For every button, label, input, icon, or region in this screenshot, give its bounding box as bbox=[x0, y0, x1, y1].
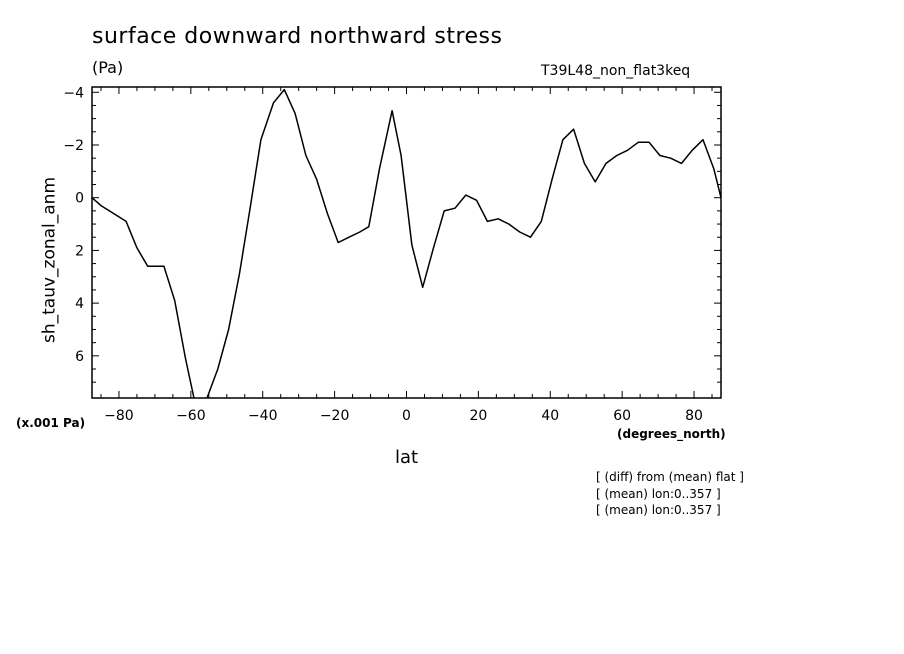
y-tick-label: −4 bbox=[63, 85, 84, 101]
x-axis-units: (degrees_north) bbox=[617, 427, 726, 441]
y-tick-label: −2 bbox=[63, 138, 84, 154]
chart-title: surface downward northward stress bbox=[92, 24, 503, 49]
x-tick-label: 80 bbox=[685, 408, 703, 424]
x-tick-label: −80 bbox=[104, 408, 134, 424]
x-tick-label: 0 bbox=[402, 408, 411, 424]
note-diff: [ (diff) from (mean) flat ] bbox=[596, 470, 744, 484]
x-tick-label: 60 bbox=[613, 408, 631, 424]
x-tick-label: −20 bbox=[320, 408, 350, 424]
x-axis-label: lat bbox=[395, 447, 419, 468]
title-units: (Pa) bbox=[92, 58, 124, 77]
x-tick-label: −40 bbox=[248, 408, 278, 424]
run-name: T39L48_non_flat3keq bbox=[541, 63, 691, 79]
x-tick-label: −60 bbox=[176, 408, 206, 424]
y-tick-label: 2 bbox=[75, 243, 84, 259]
series-line-0 bbox=[92, 88, 721, 398]
x-tick-label: 40 bbox=[541, 408, 559, 424]
note-mean-lon-1: [ (mean) lon:0..357 ] bbox=[596, 487, 721, 501]
plot-frame bbox=[91, 86, 722, 399]
y-tick-label: 0 bbox=[75, 191, 84, 207]
y-tick-label: 6 bbox=[75, 349, 84, 365]
y-scale-note: (x.001 Pa) bbox=[16, 416, 86, 430]
y-tick-label: 4 bbox=[75, 296, 84, 312]
note-mean-lon-2: [ (mean) lon:0..357 ] bbox=[596, 503, 721, 517]
x-tick-label: 20 bbox=[469, 408, 487, 424]
